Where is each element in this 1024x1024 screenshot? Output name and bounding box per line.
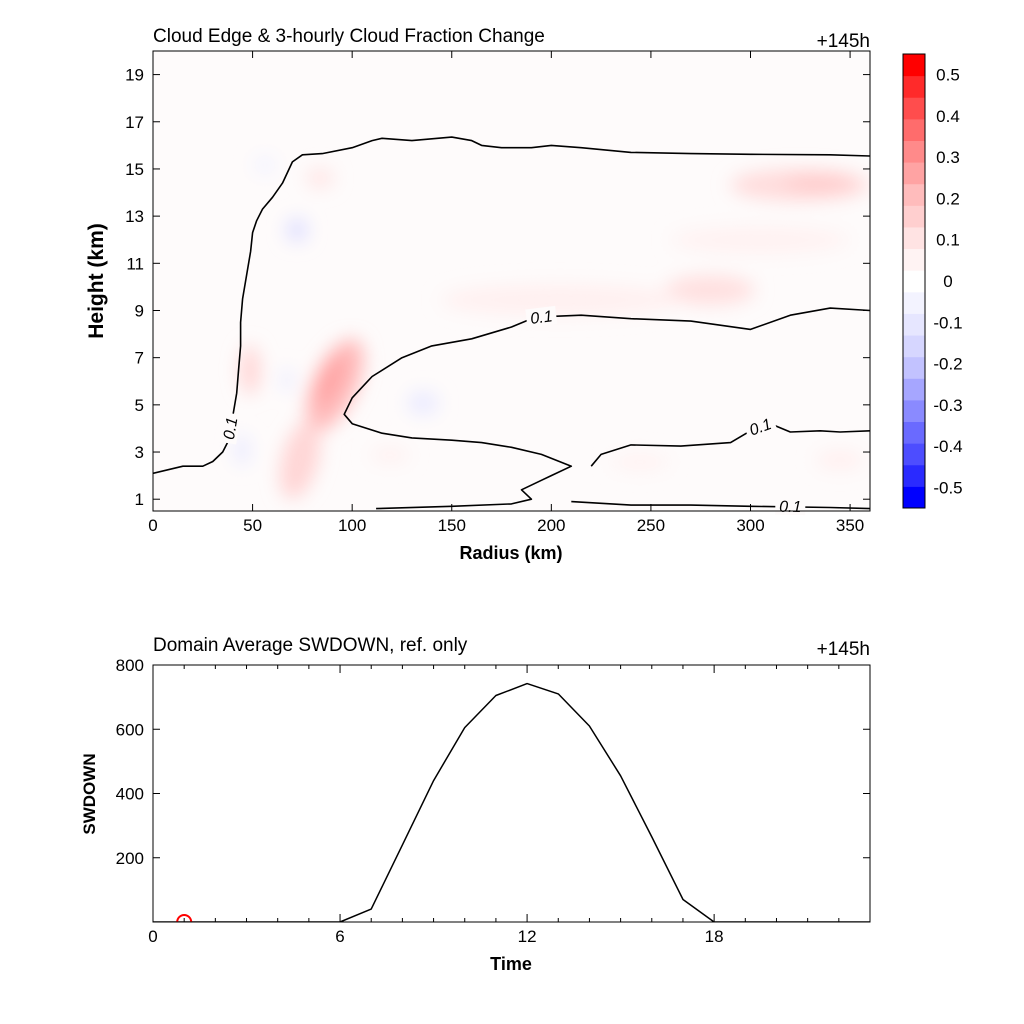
colorbar-swatch-0	[903, 486, 925, 509]
chart1-x-tick-label-6: 300	[736, 516, 764, 535]
chart2-x-tick-label-0: 0	[148, 927, 157, 946]
colorbar-swatch-20	[903, 54, 925, 77]
colorbar-swatch-5	[903, 378, 925, 401]
colorbar-label-1: 0.4	[936, 107, 960, 126]
chart2-x-tick-label-2: 12	[518, 927, 537, 946]
chart2-x-tick-label-3: 18	[705, 927, 724, 946]
colorbar-label-4: 0.1	[936, 231, 960, 250]
chart2-y-tick-label-0: 200	[116, 849, 144, 868]
chart1-y-tick-label-8: 17	[125, 113, 144, 132]
colorbar-swatch-15	[903, 162, 925, 185]
contour-label-group-1: 0.1	[525, 305, 558, 328]
chart1-x-tick-label-4: 200	[537, 516, 565, 535]
chart2-time-label: +145h	[817, 639, 870, 660]
chart1-shading	[234, 155, 870, 499]
colorbar-label-6: -0.1	[933, 313, 962, 332]
contour-label-group-0: 0.1	[218, 411, 242, 445]
chart2-title: Domain Average SWDOWN, ref. only	[153, 635, 468, 656]
colorbar-swatch-1	[903, 464, 925, 487]
colorbar-swatch-3	[903, 421, 925, 444]
colorbar-label-8: -0.3	[933, 396, 962, 415]
current-time-marker	[176, 914, 193, 922]
colorbar-swatch-8	[903, 313, 925, 336]
colorbar-swatch-2	[903, 443, 925, 466]
chart1-x-tick-label-7: 350	[836, 516, 864, 535]
colorbar-swatch-7	[903, 335, 925, 358]
chart1-y-tick-label-7: 15	[125, 160, 144, 179]
chart1-x-axis-label: Radius (km)	[459, 543, 562, 563]
colorbar-label-5: 0	[943, 272, 952, 291]
contour-label-group-2: 0.1	[743, 412, 778, 440]
colorbar-label-3: 0.2	[936, 189, 960, 208]
cloud-fraction-chart: Cloud Edge & 3-hourly Cloud Fraction Cha…	[85, 26, 963, 563]
chart1-y-tick-label-3: 7	[135, 349, 144, 368]
chart1-x-tick-label-5: 250	[637, 516, 665, 535]
contour-label-1: 0.1	[529, 308, 553, 328]
chart2-y-tick-label-1: 400	[116, 785, 144, 804]
chart2-y-tick-label-3: 800	[116, 656, 144, 675]
chart2-series-layer	[153, 682, 870, 922]
chart2-axes: 0 6 12 18 200 400 600 800	[116, 656, 871, 946]
chart1-time-label: +145h	[817, 31, 870, 52]
contour-line-1	[343, 307, 870, 510]
chart1-y-axis-label: Height (km)	[85, 223, 108, 339]
contour-line-0	[153, 136, 870, 475]
colorbar-swatch-17	[903, 118, 925, 141]
chart1-y-tick-label-0: 1	[135, 490, 144, 509]
contour-label-2: 0.1	[747, 416, 774, 439]
chart1-y-tick-label-4: 9	[135, 301, 144, 320]
chart2-y-tick-label-2: 600	[116, 720, 144, 739]
chart2-x-axis-label: Time	[490, 954, 532, 974]
chart1-plot-frame	[152, 50, 871, 512]
colorbar-swatch-11	[903, 248, 925, 271]
colorbar-label-9: -0.4	[933, 437, 962, 456]
contour-label-bg-1	[525, 305, 558, 328]
chart2-y-axis-label: SWDOWN	[80, 753, 99, 834]
colorbar-swatch-9	[903, 291, 925, 314]
colorbar-swatch-6	[903, 356, 925, 379]
contour-line-3	[571, 500, 870, 510]
contour-label-layer: 0.1 0.1 0.1 0.1	[218, 305, 806, 516]
swdown-chart: Domain Average SWDOWN, ref. only +145h 0…	[80, 635, 871, 974]
contour-label-3: 0.1	[779, 499, 801, 516]
chart1-x-tick-label-3: 150	[438, 516, 466, 535]
chart1-plot-background	[153, 51, 870, 511]
colorbar-label-7: -0.2	[933, 355, 962, 374]
chart2-x-tick-label-1: 6	[335, 927, 344, 946]
swdown-line	[153, 682, 870, 922]
colorbar-swatch-19	[903, 75, 925, 98]
chart1-y-tick-label-2: 5	[135, 396, 144, 415]
chart1-title: Cloud Edge & 3-hourly Cloud Fraction Cha…	[153, 26, 545, 47]
contour-label-0: 0.1	[221, 416, 241, 441]
colorbar-swatch-16	[903, 140, 925, 163]
chart1-x-tick-label-2: 100	[338, 516, 366, 535]
contour-label-bg-2	[743, 412, 778, 440]
contour-layer	[153, 136, 870, 510]
colorbar-label-10: -0.5	[933, 478, 962, 497]
colorbar-swatch-12	[903, 226, 925, 250]
chart1-y-tick-label-5: 11	[126, 254, 144, 273]
contour-label-bg-0	[218, 411, 242, 445]
chart1-x-tick-label-1: 50	[243, 516, 262, 535]
chart1-y-tick-label-1: 3	[135, 443, 144, 462]
chart1-y-tick-label-6: 13	[125, 207, 144, 226]
colorbar-swatch-10	[903, 270, 925, 293]
colorbar-frame	[902, 53, 926, 509]
chart1-x-tick-label-0: 0	[148, 516, 157, 535]
chart2-plot-background	[153, 665, 870, 922]
contour-label-group-3: 0.1	[775, 496, 806, 516]
colorbar: 0.5 0.4 0.3 0.2 0.1 0 -0.1 -0.2 -0.3 -0.4 -0.5	[902, 53, 963, 509]
colorbar-label-2: 0.3	[936, 148, 960, 167]
colorbar-swatch-18	[903, 97, 925, 120]
chart1-y-tick-label-9: 19	[125, 66, 144, 85]
colorbar-swatch-4	[903, 399, 925, 423]
colorbar-swatch-13	[903, 205, 925, 228]
colorbar-label-0: 0.5	[936, 66, 960, 85]
colorbar-swatch-14	[903, 183, 925, 206]
